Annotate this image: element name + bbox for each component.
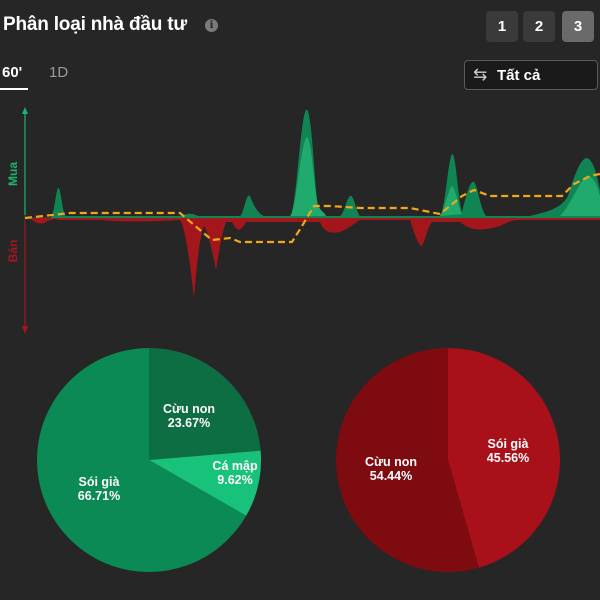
pie-buy-label-1: Cá mập: [212, 459, 258, 473]
pie-buy-value-2: 66.71%: [78, 489, 120, 503]
page-title: Phân loại nhà đầu tư: [3, 14, 187, 35]
pie-buy-value-0: 23.67%: [168, 416, 210, 430]
filter-label: Tất cả: [497, 67, 541, 84]
pie-sell-wedge-1: [448, 348, 560, 568]
pie-sell-label-2: Cừu non: [365, 455, 417, 469]
header: Phân loại nhà đầu tư i 1 2 3: [0, 0, 600, 56]
pie-sell-value-1: 45.56%: [487, 451, 529, 465]
pie-buy-label-2: Sói già: [79, 475, 120, 489]
pie-buy-value-1: 9.62%: [217, 473, 252, 487]
buy-arrow-icon: [22, 107, 28, 114]
investor-filter-select[interactable]: ⇆ Tất cả: [464, 60, 598, 90]
page-button-2[interactable]: 2: [523, 11, 555, 42]
sell-arrow-icon: [22, 326, 28, 334]
tab-60m[interactable]: 60': [2, 64, 23, 81]
info-icon[interactable]: i: [205, 19, 218, 32]
pie-sell-label-1: Sói già: [488, 437, 529, 451]
tab-1d[interactable]: 1D: [49, 64, 69, 81]
pie-buy-wedge-1: [149, 450, 262, 516]
pie-buy-wedge-2: [37, 348, 247, 572]
pie-buy-wedge-0: [149, 348, 261, 460]
active-tab-underline: [0, 88, 28, 90]
swap-arrows-icon: ⇆: [473, 65, 488, 84]
page-button-3[interactable]: 3: [562, 11, 594, 42]
pie-sell-wedge-2: [335, 348, 479, 572]
trend-line: [24, 172, 600, 244]
pie-sell-value-2: 54.44%: [370, 469, 412, 483]
buy-area-highlight: [290, 137, 600, 216]
pie-buy-label-0: Cừu non: [163, 402, 215, 416]
page-button-1[interactable]: 1: [486, 11, 518, 42]
